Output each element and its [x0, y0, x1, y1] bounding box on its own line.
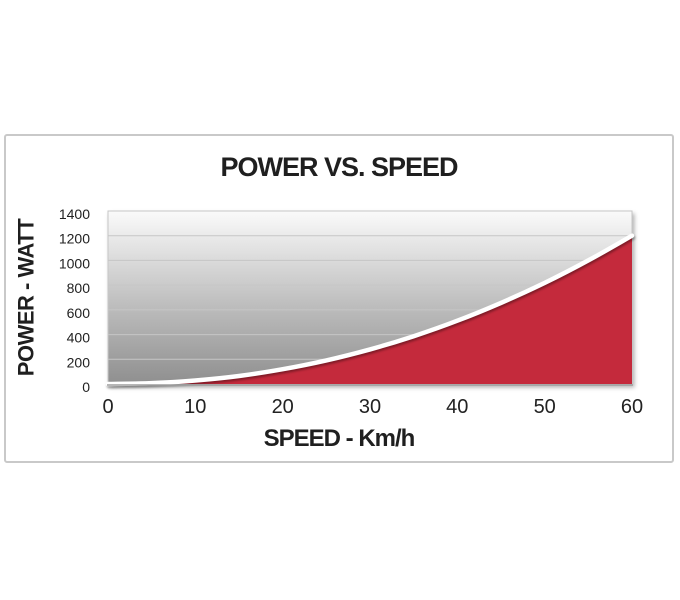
x-axis-title: SPEED - Km/h — [263, 425, 416, 452]
x-tick-label: 50 — [534, 396, 556, 418]
y-tick-label: 1000 — [59, 255, 90, 271]
chart-title: POWER VS. SPEED — [220, 152, 458, 182]
y-tick-label: 400 — [67, 330, 91, 346]
y-tick-label: 1400 — [59, 206, 90, 222]
y-tick-label: 800 — [67, 280, 91, 296]
x-tick-label: 20 — [272, 396, 294, 418]
power-curve — [105, 233, 635, 387]
x-tick-label: 0 — [102, 396, 113, 418]
y-tick-label: 200 — [67, 354, 91, 370]
y-tick-label: 1200 — [59, 231, 90, 247]
y-tick-label: 600 — [67, 305, 91, 321]
x-tick-label: 40 — [446, 396, 468, 418]
x-tick-label: 10 — [184, 396, 206, 418]
y-tick-label: 0 — [82, 379, 90, 395]
x-tick-label: 30 — [359, 396, 381, 418]
x-tick-label: 60 — [621, 396, 643, 418]
power-area — [108, 235, 632, 384]
